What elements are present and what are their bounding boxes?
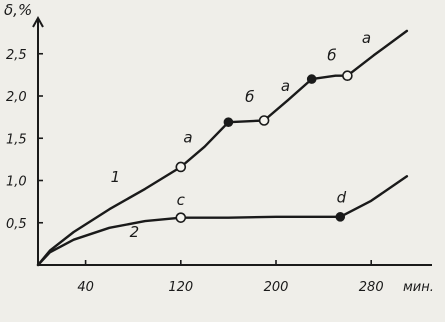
annotations: а б а б а с d 1 2	[111, 29, 371, 241]
y-axis-arrow	[32, 15, 44, 28]
solid-point	[223, 117, 234, 127]
ticks: 0,5 1,0 1,5 2,0 2,5 40 120 200 280	[6, 48, 384, 295]
x-axis-label: мин.	[403, 280, 434, 295]
x-tick-label: 280	[359, 280, 384, 295]
annotation-label: а	[281, 77, 290, 95]
solid-point	[306, 74, 317, 84]
x-tick-label: 200	[264, 280, 289, 295]
y-tick-label: 0,5	[6, 217, 27, 232]
x-tick-label: 40	[77, 280, 94, 295]
open-point	[175, 161, 187, 173]
series-1-line	[36, 29, 409, 267]
data-points	[175, 70, 353, 223]
y-tick-label: 1,5	[6, 132, 27, 147]
annotation-label: а	[183, 128, 192, 146]
open-point	[342, 70, 353, 82]
annotation-label: б	[245, 88, 254, 106]
open-point	[175, 212, 187, 223]
y-tick-label: 2,5	[6, 48, 27, 63]
solid-point	[335, 212, 346, 222]
open-point	[258, 115, 270, 126]
y-axis-label: δ,%	[4, 1, 32, 19]
annotation-label: 1	[111, 168, 121, 186]
annotation-label: 2	[130, 223, 140, 241]
y-tick-label: 1,0	[6, 175, 27, 190]
annotation-label: б	[327, 47, 336, 65]
x-tick-label: 120	[168, 280, 193, 295]
annotation-label: с	[177, 191, 186, 209]
axes	[32, 15, 432, 266]
annotation-label: d	[337, 188, 347, 206]
series	[36, 29, 409, 267]
y-tick-label: 2,0	[6, 90, 27, 105]
annotation-label: а	[362, 29, 371, 47]
